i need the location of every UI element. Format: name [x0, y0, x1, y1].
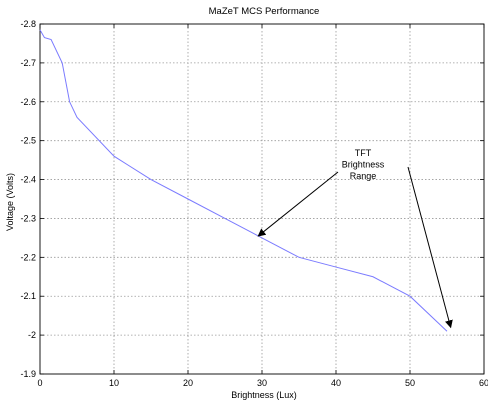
annotation-text: Range [350, 171, 377, 181]
x-tick-label: 20 [183, 378, 193, 388]
x-tick-label: 10 [109, 378, 119, 388]
series-layer [39, 29, 448, 332]
y-tick-label: -2.3 [20, 213, 36, 223]
y-tick-label: -2.5 [20, 136, 36, 146]
y-tick-label: -2.4 [20, 175, 36, 185]
x-tick-label: 40 [331, 378, 341, 388]
y-tick-label: -2 [28, 330, 36, 340]
series-line [39, 29, 448, 332]
x-tick-label: 0 [37, 378, 42, 388]
x-tick-label: 50 [405, 378, 415, 388]
grid [40, 24, 484, 374]
y-tick-label: -2.8 [20, 19, 36, 29]
plot-frame [39, 23, 485, 375]
y-axis-label: Voltage (Volts) [5, 173, 15, 231]
x-tick-label: 60 [479, 378, 488, 388]
axes: 0 10 20 30 40 50 60 -2.8 -2.7 -2.6 -2.5 -2.4 -2.3 -2.… [20, 19, 488, 388]
annotation-text: TFT [355, 148, 372, 158]
y-tick-label: -2.1 [20, 291, 36, 301]
y-tick-label: -1.9 [20, 369, 36, 379]
annotation-arrow [407, 166, 453, 329]
x-axis-label: Brightness (Lux) [231, 390, 297, 400]
y-tick-label: -2.2 [20, 252, 36, 262]
y-tick-label: -2.7 [20, 58, 36, 68]
y-tick-label: -2.6 [20, 97, 36, 107]
annotation-arrow [257, 171, 339, 237]
x-tick-label: 30 [257, 378, 267, 388]
annotation-text: Brightness [342, 160, 385, 170]
chart-title: MaZeT MCS Performance [209, 6, 320, 17]
